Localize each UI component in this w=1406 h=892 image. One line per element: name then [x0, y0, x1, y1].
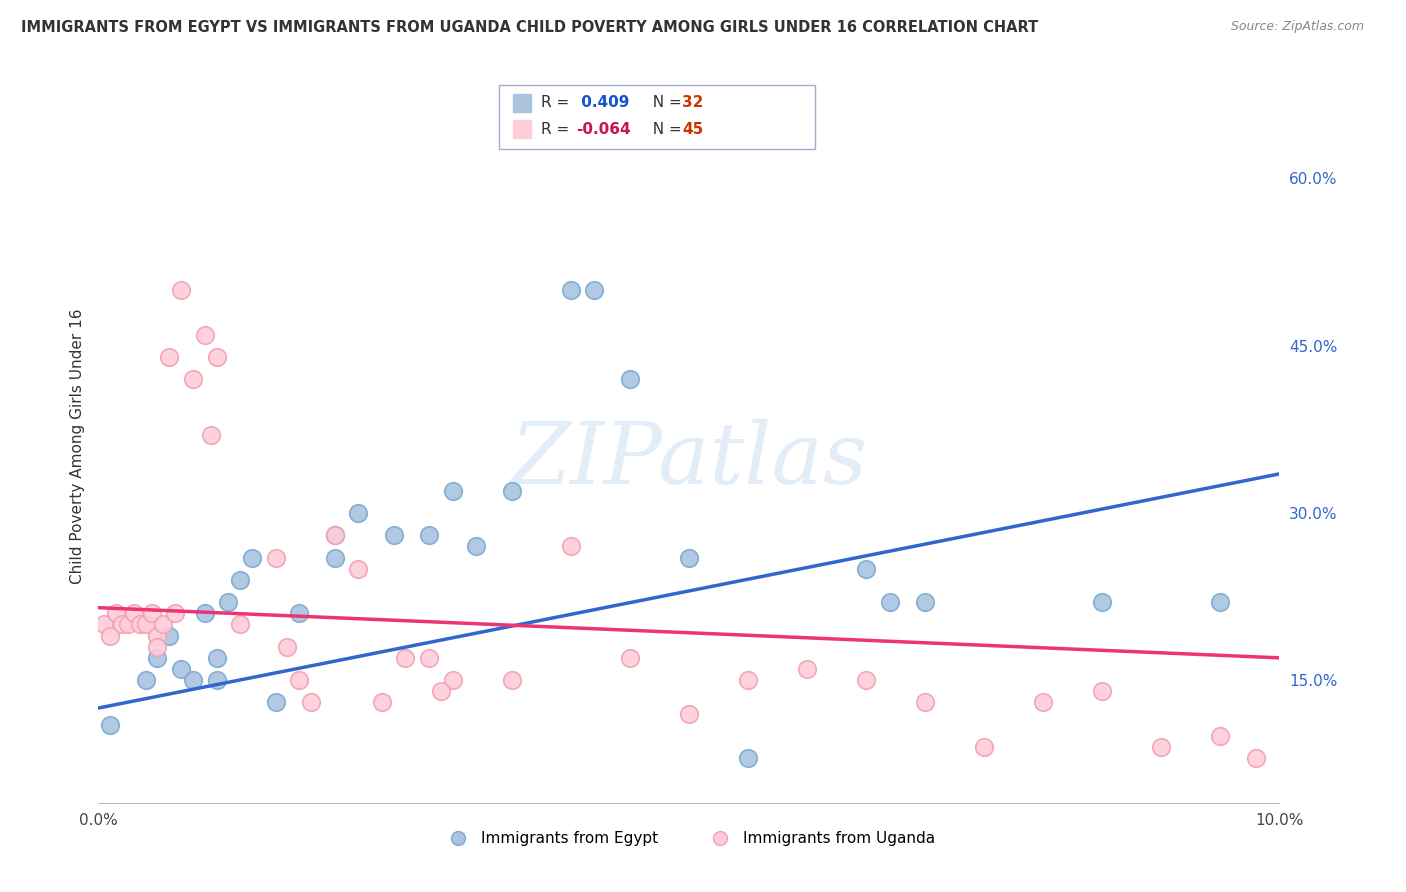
- Point: [157, 628, 180, 642]
- Point: [914, 696, 936, 710]
- Text: 32: 32: [682, 95, 703, 110]
- Point: [299, 696, 322, 710]
- Text: 45: 45: [682, 122, 703, 136]
- Point: [347, 506, 370, 520]
- Point: [1032, 696, 1054, 710]
- Point: [1091, 684, 1114, 698]
- Point: [501, 673, 523, 687]
- Point: [323, 528, 346, 542]
- Point: [229, 573, 252, 587]
- Point: [560, 283, 582, 297]
- Point: [678, 706, 700, 721]
- Point: [737, 673, 759, 687]
- Text: IMMIGRANTS FROM EGYPT VS IMMIGRANTS FROM UGANDA CHILD POVERTY AMONG GIRLS UNDER : IMMIGRANTS FROM EGYPT VS IMMIGRANTS FROM…: [21, 20, 1039, 35]
- Point: [98, 717, 121, 731]
- Point: [194, 607, 217, 621]
- Point: [105, 607, 128, 621]
- Point: [1209, 595, 1232, 609]
- Text: N =: N =: [643, 122, 686, 136]
- Point: [1091, 595, 1114, 609]
- Legend: Immigrants from Egypt, Immigrants from Uganda: Immigrants from Egypt, Immigrants from U…: [437, 825, 941, 852]
- Point: [128, 617, 150, 632]
- Point: [264, 696, 287, 710]
- Point: [323, 528, 346, 542]
- Text: 0.409: 0.409: [576, 95, 630, 110]
- Point: [181, 372, 204, 386]
- Point: [347, 562, 370, 576]
- Point: [737, 751, 759, 765]
- Text: ZIPatlas: ZIPatlas: [510, 419, 868, 501]
- Point: [205, 651, 228, 665]
- Point: [1209, 729, 1232, 743]
- Point: [165, 607, 187, 621]
- Point: [98, 628, 121, 642]
- Point: [135, 617, 157, 632]
- Point: [441, 673, 464, 687]
- Point: [217, 595, 239, 609]
- Point: [111, 617, 134, 632]
- Point: [914, 595, 936, 609]
- Text: -0.064: -0.064: [576, 122, 631, 136]
- Point: [152, 617, 174, 632]
- Point: [264, 550, 287, 565]
- Text: Source: ZipAtlas.com: Source: ZipAtlas.com: [1230, 20, 1364, 33]
- Text: N =: N =: [643, 95, 686, 110]
- Point: [200, 427, 222, 442]
- Point: [501, 483, 523, 498]
- Point: [796, 662, 818, 676]
- Point: [1150, 740, 1173, 755]
- Point: [288, 607, 311, 621]
- Point: [157, 350, 180, 364]
- Point: [855, 673, 877, 687]
- Point: [205, 673, 228, 687]
- Point: [430, 684, 453, 698]
- Point: [170, 283, 193, 297]
- Point: [288, 673, 311, 687]
- Point: [1244, 751, 1267, 765]
- Point: [181, 673, 204, 687]
- Point: [135, 673, 157, 687]
- Point: [418, 651, 440, 665]
- Y-axis label: Child Poverty Among Girls Under 16: Child Poverty Among Girls Under 16: [69, 309, 84, 583]
- Point: [465, 539, 488, 553]
- Point: [146, 628, 169, 642]
- Point: [93, 617, 115, 632]
- Point: [141, 607, 163, 621]
- Point: [194, 327, 217, 342]
- Point: [240, 550, 263, 565]
- Point: [205, 350, 228, 364]
- Point: [122, 607, 145, 621]
- Point: [560, 539, 582, 553]
- Point: [276, 640, 298, 654]
- Point: [583, 283, 606, 297]
- Point: [619, 651, 641, 665]
- Point: [229, 617, 252, 632]
- Point: [323, 550, 346, 565]
- Point: [394, 651, 416, 665]
- Point: [117, 617, 139, 632]
- Point: [619, 372, 641, 386]
- Point: [146, 651, 169, 665]
- Point: [371, 696, 394, 710]
- Point: [855, 562, 877, 576]
- Point: [441, 483, 464, 498]
- Point: [678, 550, 700, 565]
- Point: [973, 740, 995, 755]
- Point: [879, 595, 901, 609]
- Point: [170, 662, 193, 676]
- Point: [418, 528, 440, 542]
- Point: [382, 528, 405, 542]
- Text: R =: R =: [541, 122, 575, 136]
- Point: [146, 640, 169, 654]
- Text: R =: R =: [541, 95, 575, 110]
